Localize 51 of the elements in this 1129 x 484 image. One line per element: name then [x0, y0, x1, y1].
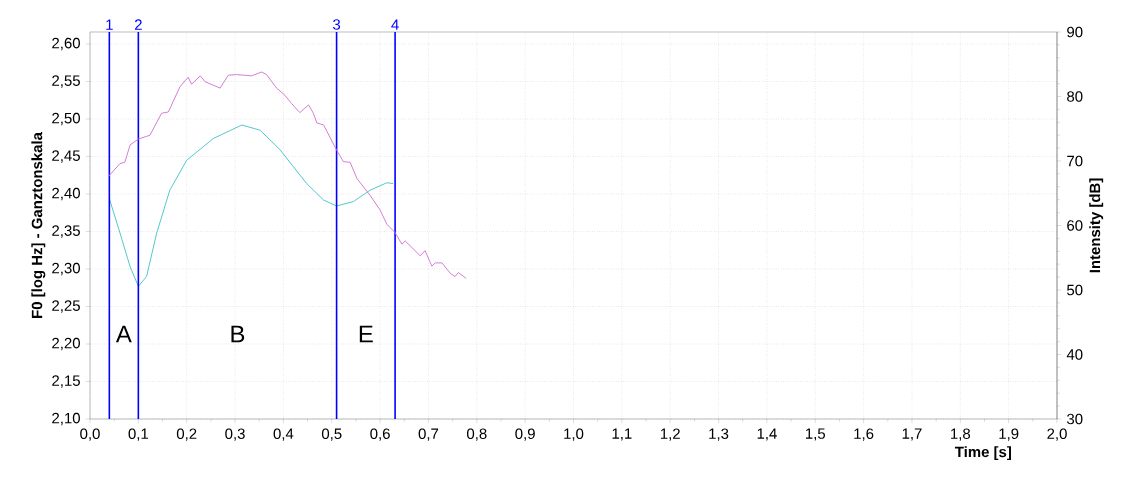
y2-tick-label: 80: [1067, 91, 1083, 102]
x-axis-title: Time [s]: [954, 446, 1011, 461]
y-tick-label: 2,55: [52, 75, 80, 88]
x-tick-label: 0,1: [128, 428, 148, 441]
line-series: [107, 71, 467, 279]
x-tick-label: 1,1: [612, 428, 632, 441]
y-tick-label: 2,15: [52, 375, 80, 388]
annotation: B: [231, 325, 245, 343]
annotation: E: [359, 325, 373, 343]
annotation: A: [115, 325, 132, 343]
y2-tick-label: 90: [1067, 26, 1083, 38]
x-tick-label: 2,0: [1047, 428, 1067, 441]
x-tick-label: 0,2: [176, 428, 197, 441]
x-tick-label: 0,7: [418, 428, 439, 441]
x-tick-label: 1,0: [564, 428, 584, 441]
x-tick-label: 0,3: [225, 428, 245, 441]
x-tick-label: 0,4: [273, 428, 294, 441]
x-tick-label: 0,6: [370, 428, 390, 441]
y2-tick-label: 70: [1067, 155, 1083, 167]
x-tick-label: 1,7: [902, 428, 922, 441]
y-tick-label: 2,30: [52, 262, 80, 276]
y-tick-label: 2,35: [52, 225, 80, 238]
y-tick-label: 2,45: [52, 150, 80, 163]
x-tick-label: 0,8: [467, 428, 487, 441]
text: 1: [106, 19, 113, 30]
y2-tick-label: 50: [1067, 284, 1083, 296]
x-tick-label: 1,5: [806, 428, 826, 441]
y-axis-title: F0 [log Hz] - Ganztonskala: [31, 131, 46, 318]
y2-tick-label: 60: [1067, 220, 1083, 231]
x-tick-label: 0,9: [515, 428, 535, 441]
y-tick-label: 2,20: [52, 337, 80, 351]
y2-axis-title: Intensity [dB]: [1089, 178, 1104, 273]
x-tick-label: 1,8: [951, 428, 971, 441]
y-tick-label: 2,25: [52, 300, 80, 313]
x-tick-label: 1,3: [709, 428, 729, 441]
y2-tick-label: 30: [1067, 413, 1083, 425]
x-tick-label: 1,9: [999, 428, 1019, 441]
y-tick-label: 2,10: [52, 412, 80, 426]
x-tick-label: 1,2: [660, 428, 680, 441]
x-tick-label: 1,4: [757, 428, 777, 441]
text: 2: [134, 19, 142, 30]
y-tick-label: 2,50: [52, 112, 80, 126]
y-tick-label: 2,40: [52, 187, 80, 201]
x-tick-label: 1,6: [854, 428, 874, 441]
text: 3: [332, 19, 341, 30]
text: 4: [391, 19, 399, 30]
x-tick-label: 0,0: [80, 428, 100, 441]
x-tick-label: 0,5: [321, 428, 342, 441]
line-series: [108, 124, 394, 287]
y2-tick-label: 40: [1066, 349, 1083, 360]
y-tick-label: 2,60: [52, 37, 80, 51]
